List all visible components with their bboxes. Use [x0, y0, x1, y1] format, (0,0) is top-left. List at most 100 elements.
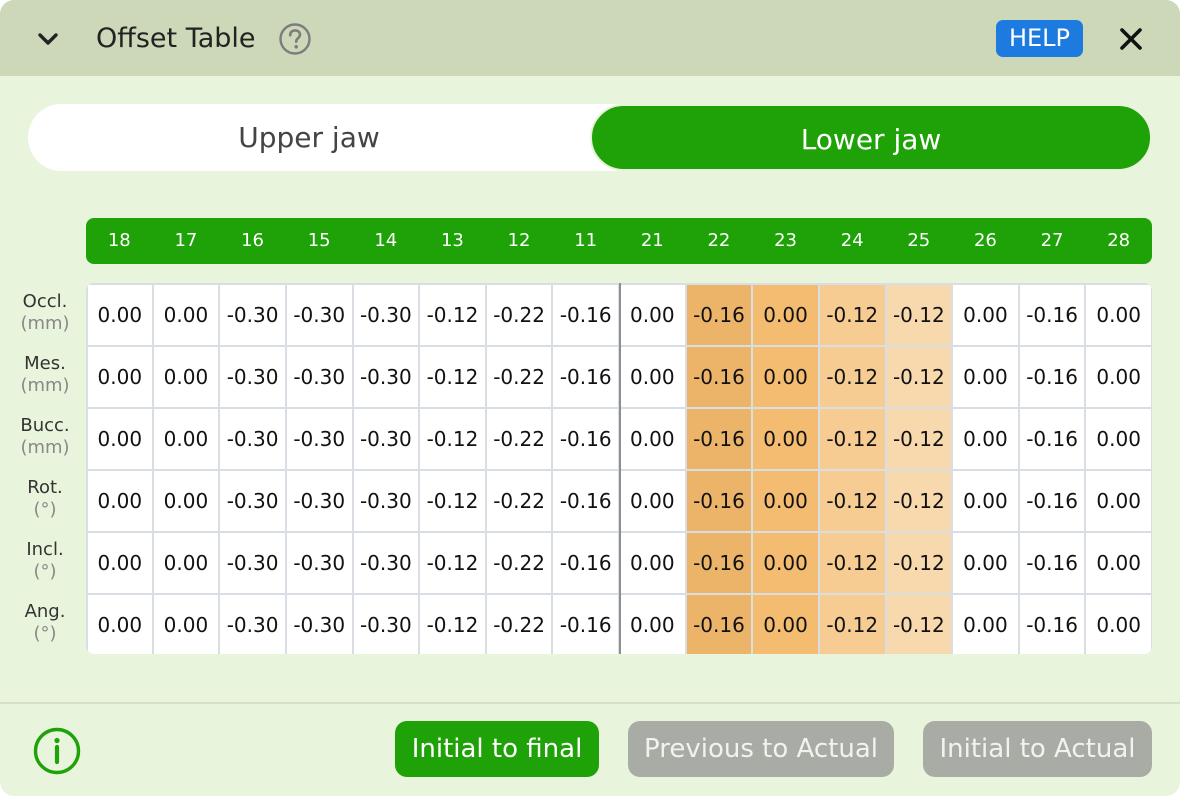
offset-cell[interactable]: -0.30 [353, 595, 419, 654]
offset-cell[interactable]: 0.00 [88, 595, 152, 654]
offset-cell[interactable]: 0.00 [753, 595, 818, 654]
offset-cell[interactable]: 0.00 [1086, 347, 1151, 407]
offset-cell[interactable]: -0.12 [819, 409, 885, 469]
offset-cell[interactable]: -0.30 [220, 471, 285, 531]
offset-cell[interactable]: 0.00 [1086, 409, 1151, 469]
offset-cell[interactable]: 0.00 [953, 471, 1018, 531]
offset-cell[interactable]: -0.16 [1019, 595, 1085, 654]
offset-cell[interactable]: -0.12 [886, 595, 952, 654]
offset-cell[interactable]: 0.00 [620, 409, 685, 469]
offset-cell[interactable]: -0.12 [886, 471, 952, 531]
offset-cell[interactable]: 0.00 [620, 285, 685, 345]
offset-cell[interactable]: -0.30 [353, 285, 419, 345]
offset-cell[interactable]: -0.16 [1019, 409, 1085, 469]
offset-cell[interactable]: -0.30 [353, 409, 419, 469]
previous-to-actual-button[interactable]: Previous to Actual [628, 721, 894, 777]
offset-cell[interactable]: -0.30 [220, 533, 285, 593]
offset-cell[interactable]: 0.00 [88, 533, 152, 593]
offset-cell[interactable]: -0.16 [1019, 533, 1085, 593]
offset-cell[interactable]: -0.22 [486, 285, 552, 345]
offset-cell[interactable]: -0.12 [886, 285, 952, 345]
tab-upper-jaw[interactable]: Upper jaw [238, 121, 380, 154]
offset-cell[interactable]: -0.16 [686, 533, 752, 593]
offset-cell[interactable]: -0.30 [220, 285, 285, 345]
question-button[interactable] [278, 22, 312, 56]
offset-cell[interactable]: -0.12 [886, 533, 952, 593]
offset-cell[interactable]: 0.00 [1086, 471, 1151, 531]
offset-cell[interactable]: 0.00 [953, 595, 1018, 654]
offset-cell[interactable]: -0.12 [420, 347, 485, 407]
offset-cell[interactable]: -0.16 [553, 595, 618, 654]
offset-cell[interactable]: 0.00 [153, 347, 219, 407]
offset-cell[interactable]: 0.00 [620, 595, 685, 654]
offset-cell[interactable]: 0.00 [1086, 533, 1151, 593]
tab-lower-jaw[interactable]: Lower jaw [590, 104, 1152, 171]
offset-cell[interactable]: -0.30 [353, 533, 419, 593]
offset-cell[interactable]: -0.12 [819, 285, 885, 345]
offset-cell[interactable]: -0.16 [553, 347, 618, 407]
help-button[interactable]: HELP [996, 20, 1083, 57]
info-button[interactable] [32, 726, 82, 776]
offset-cell[interactable]: -0.12 [420, 595, 485, 654]
close-button[interactable] [1112, 22, 1150, 56]
offset-cell[interactable]: 0.00 [88, 347, 152, 407]
offset-cell[interactable]: -0.16 [1019, 471, 1085, 531]
offset-cell[interactable]: 0.00 [1086, 285, 1151, 345]
offset-cell[interactable]: -0.30 [220, 347, 285, 407]
offset-cell[interactable]: -0.22 [486, 409, 552, 469]
offset-cell[interactable]: 0.00 [88, 409, 152, 469]
offset-cell[interactable]: -0.12 [420, 285, 485, 345]
offset-cell[interactable]: -0.16 [686, 409, 752, 469]
offset-cell[interactable]: -0.12 [886, 347, 952, 407]
offset-cell[interactable]: 0.00 [953, 409, 1018, 469]
offset-cell[interactable]: 0.00 [153, 471, 219, 531]
offset-cell[interactable]: -0.12 [420, 471, 485, 531]
collapse-button[interactable] [28, 22, 68, 56]
initial-to-actual-button[interactable]: Initial to Actual [923, 721, 1152, 777]
offset-cell[interactable]: -0.16 [553, 471, 618, 531]
offset-cell[interactable]: -0.12 [819, 595, 885, 654]
initial-to-final-button[interactable]: Initial to final [395, 721, 599, 777]
offset-cell[interactable]: -0.12 [819, 471, 885, 531]
offset-cell[interactable]: -0.16 [553, 409, 618, 469]
offset-cell[interactable]: -0.16 [686, 595, 752, 654]
offset-cell[interactable]: -0.30 [286, 595, 352, 654]
offset-cell[interactable]: -0.16 [686, 285, 752, 345]
offset-cell[interactable]: 0.00 [953, 285, 1018, 345]
offset-cell[interactable]: 0.00 [953, 533, 1018, 593]
offset-cell[interactable]: 0.00 [753, 347, 818, 407]
offset-cell[interactable]: 0.00 [953, 347, 1018, 407]
offset-cell[interactable]: 0.00 [753, 285, 818, 345]
offset-cell[interactable]: -0.30 [286, 285, 352, 345]
offset-cell[interactable]: -0.16 [686, 347, 752, 407]
offset-cell[interactable]: -0.30 [220, 595, 285, 654]
offset-cell[interactable]: 0.00 [153, 285, 219, 345]
offset-cell[interactable]: -0.30 [286, 471, 352, 531]
offset-cell[interactable]: -0.16 [1019, 285, 1085, 345]
offset-cell[interactable]: -0.22 [486, 533, 552, 593]
offset-cell[interactable]: -0.30 [286, 347, 352, 407]
offset-cell[interactable]: -0.16 [553, 533, 618, 593]
offset-cell[interactable]: -0.12 [420, 533, 485, 593]
offset-cell[interactable]: 0.00 [753, 533, 818, 593]
offset-cell[interactable]: -0.12 [420, 409, 485, 469]
offset-cell[interactable]: 0.00 [753, 471, 818, 531]
offset-cell[interactable]: 0.00 [153, 533, 219, 593]
offset-cell[interactable]: 0.00 [620, 533, 685, 593]
offset-cell[interactable]: -0.16 [1019, 347, 1085, 407]
offset-cell[interactable]: -0.22 [486, 595, 552, 654]
offset-cell[interactable]: 0.00 [1086, 595, 1151, 654]
offset-cell[interactable]: -0.12 [819, 347, 885, 407]
offset-cell[interactable]: -0.30 [353, 471, 419, 531]
offset-cell[interactable]: -0.12 [819, 533, 885, 593]
offset-cell[interactable]: -0.16 [553, 285, 618, 345]
offset-cell[interactable]: -0.30 [286, 409, 352, 469]
offset-cell[interactable]: -0.30 [286, 533, 352, 593]
offset-cell[interactable]: 0.00 [88, 471, 152, 531]
offset-cell[interactable]: 0.00 [153, 409, 219, 469]
offset-cell[interactable]: 0.00 [620, 471, 685, 531]
offset-cell[interactable]: -0.16 [686, 471, 752, 531]
offset-cell[interactable]: 0.00 [153, 595, 219, 654]
offset-cell[interactable]: -0.30 [220, 409, 285, 469]
offset-cell[interactable]: -0.30 [353, 347, 419, 407]
